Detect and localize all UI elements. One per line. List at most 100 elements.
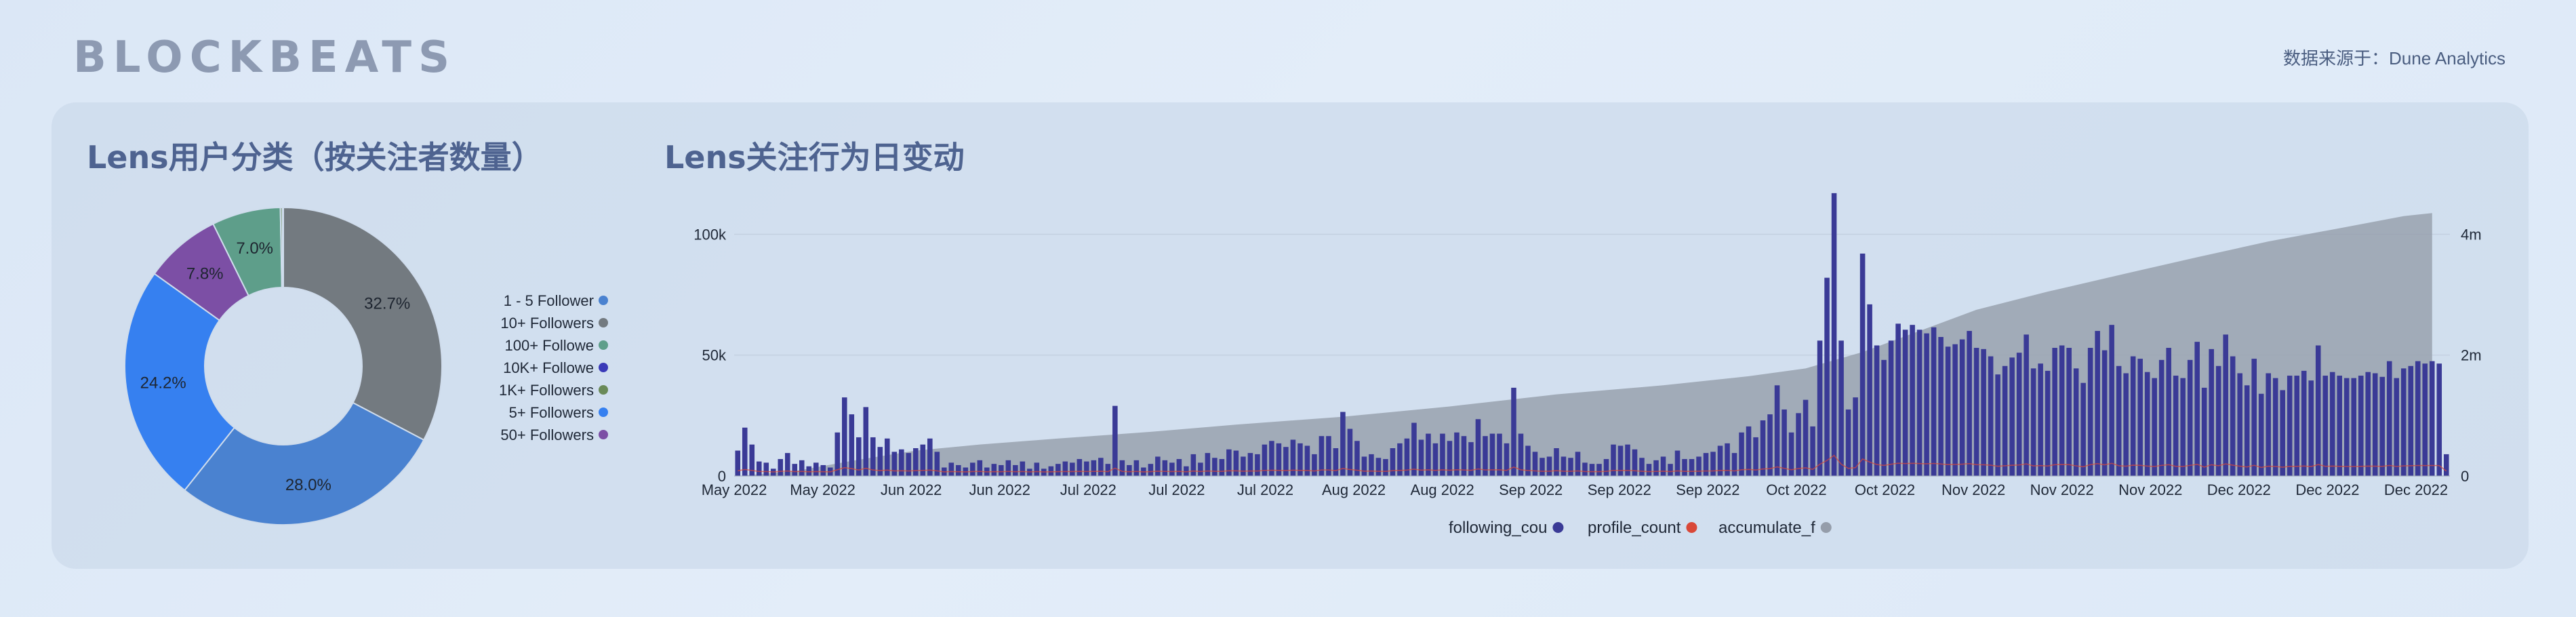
- bar-following: [1440, 433, 1445, 476]
- bar-following: [1076, 459, 1083, 476]
- bar-following: [1774, 385, 1780, 476]
- bar-following: [2266, 373, 2271, 476]
- bar-following: [1589, 464, 1595, 476]
- bar-following: [1148, 464, 1154, 476]
- bar-following: [1859, 254, 1866, 476]
- donut-chart: 32.7% 28.0% 24.2% 7.8% 7.0%: [124, 206, 443, 525]
- x-tick: Jul 2022: [1060, 481, 1116, 498]
- bar-following: [1070, 462, 1075, 476]
- bar-following: [1582, 462, 1588, 476]
- bar-following: [784, 453, 790, 476]
- legend-dot-accumulate-f: [1820, 522, 1832, 533]
- bar-following: [1241, 456, 1246, 476]
- bar-following: [2123, 373, 2129, 476]
- bar-following: [2223, 334, 2228, 476]
- bar-following: [2158, 359, 2165, 476]
- bar-following: [1788, 432, 1794, 476]
- legend-dot-10-followers: [599, 318, 608, 327]
- bar-following: [1290, 439, 1296, 476]
- bar-following: [1219, 459, 1225, 476]
- bar-following: [1454, 432, 1460, 476]
- bar-following: [977, 460, 983, 476]
- bar-following: [806, 466, 812, 476]
- x-tick: Oct 2022: [1855, 481, 1915, 498]
- legend-label-10-followers: 10+ Followers: [500, 315, 594, 332]
- bar-following: [1753, 437, 1758, 476]
- bar-following: [1340, 412, 1346, 476]
- bar-following: [2144, 372, 2150, 476]
- bar-following: [1532, 452, 1538, 476]
- bar-following: [1760, 420, 1766, 476]
- bar-following: [813, 462, 819, 476]
- bar-following: [991, 464, 997, 476]
- bar-following: [1603, 459, 1609, 476]
- bar-following: [1169, 462, 1175, 476]
- bar-following: [1796, 413, 1801, 476]
- bar-following: [1632, 449, 1638, 476]
- bar-following: [2073, 368, 2079, 476]
- bar-following: [1162, 460, 1168, 476]
- y-right-tick: 0: [2461, 468, 2469, 485]
- bar-following: [2315, 345, 2321, 476]
- bar-following: [1127, 464, 1132, 476]
- bar-following: [1475, 419, 1481, 476]
- x-tick: Oct 2022: [1766, 481, 1826, 498]
- bar-following: [1312, 454, 1317, 476]
- bar-following: [834, 432, 841, 476]
- bar-following: [1717, 445, 1723, 476]
- bar-following: [1831, 193, 1837, 476]
- pie-chart-title: Lens用户分类（按关注者数量）: [87, 139, 543, 176]
- daily-follow-chart: 0 50k 100k 0 2m 4m May 2022 May 2022 Jun 2022 Jun…: [693, 193, 2482, 537]
- bar-following: [2244, 385, 2250, 476]
- bar-following: [1546, 456, 1552, 476]
- bar-following: [1461, 436, 1467, 476]
- x-tick: Jul 2022: [1237, 481, 1293, 498]
- bar-following: [2272, 378, 2278, 476]
- x-tick: Sep 2022: [1499, 481, 1563, 498]
- bar-following: [1426, 433, 1431, 476]
- bar-following: [1575, 452, 1581, 476]
- legend-dot-5-followers: [599, 407, 608, 417]
- y-right-tick: 4m: [2461, 226, 2482, 243]
- bar-following: [1297, 443, 1303, 476]
- legend-dot-profile-count: [1686, 522, 1697, 533]
- bar-following: [1853, 397, 1858, 476]
- bar-following: [1924, 333, 1929, 476]
- bar-following: [1910, 325, 1915, 476]
- bar-following: [2030, 368, 2036, 476]
- bar-following: [1333, 448, 1339, 476]
- bar-following: [1682, 459, 1687, 476]
- bar-following: [856, 437, 862, 476]
- bar-following: [2016, 353, 2022, 476]
- bar-following: [1952, 344, 1958, 476]
- bar-following: [920, 444, 926, 476]
- bar-following: [1184, 466, 1189, 476]
- bar-following: [1938, 337, 1944, 476]
- legend-label-50-followers: 50+ Followers: [500, 426, 594, 443]
- bar-following: [1062, 461, 1068, 476]
- bar-following: [2386, 361, 2392, 476]
- bar-following: [1504, 443, 1510, 476]
- bar-following: [1347, 429, 1353, 476]
- pie-label-1-5-follower: 28.0%: [285, 476, 331, 494]
- bar-following: [1981, 349, 1986, 476]
- bar-following: [1005, 460, 1011, 476]
- bar-following: [849, 414, 855, 476]
- bar-following: [1190, 454, 1196, 476]
- bar-following: [1119, 460, 1125, 476]
- bar-following: [2109, 325, 2114, 476]
- bar-following: [934, 452, 940, 476]
- bar-following: [2358, 376, 2364, 476]
- bar-following: [2251, 359, 2257, 476]
- bar-following: [2173, 376, 2179, 476]
- bar-following: [1703, 453, 1709, 476]
- bar-following: [1931, 327, 1937, 476]
- bar-following: [1383, 459, 1388, 476]
- bar-following: [2230, 356, 2236, 476]
- bar-following: [1155, 456, 1161, 476]
- bar-following: [1539, 458, 1545, 476]
- bar-following: [2024, 334, 2029, 476]
- bar-following: [1483, 436, 1488, 476]
- bar-following: [2422, 363, 2428, 476]
